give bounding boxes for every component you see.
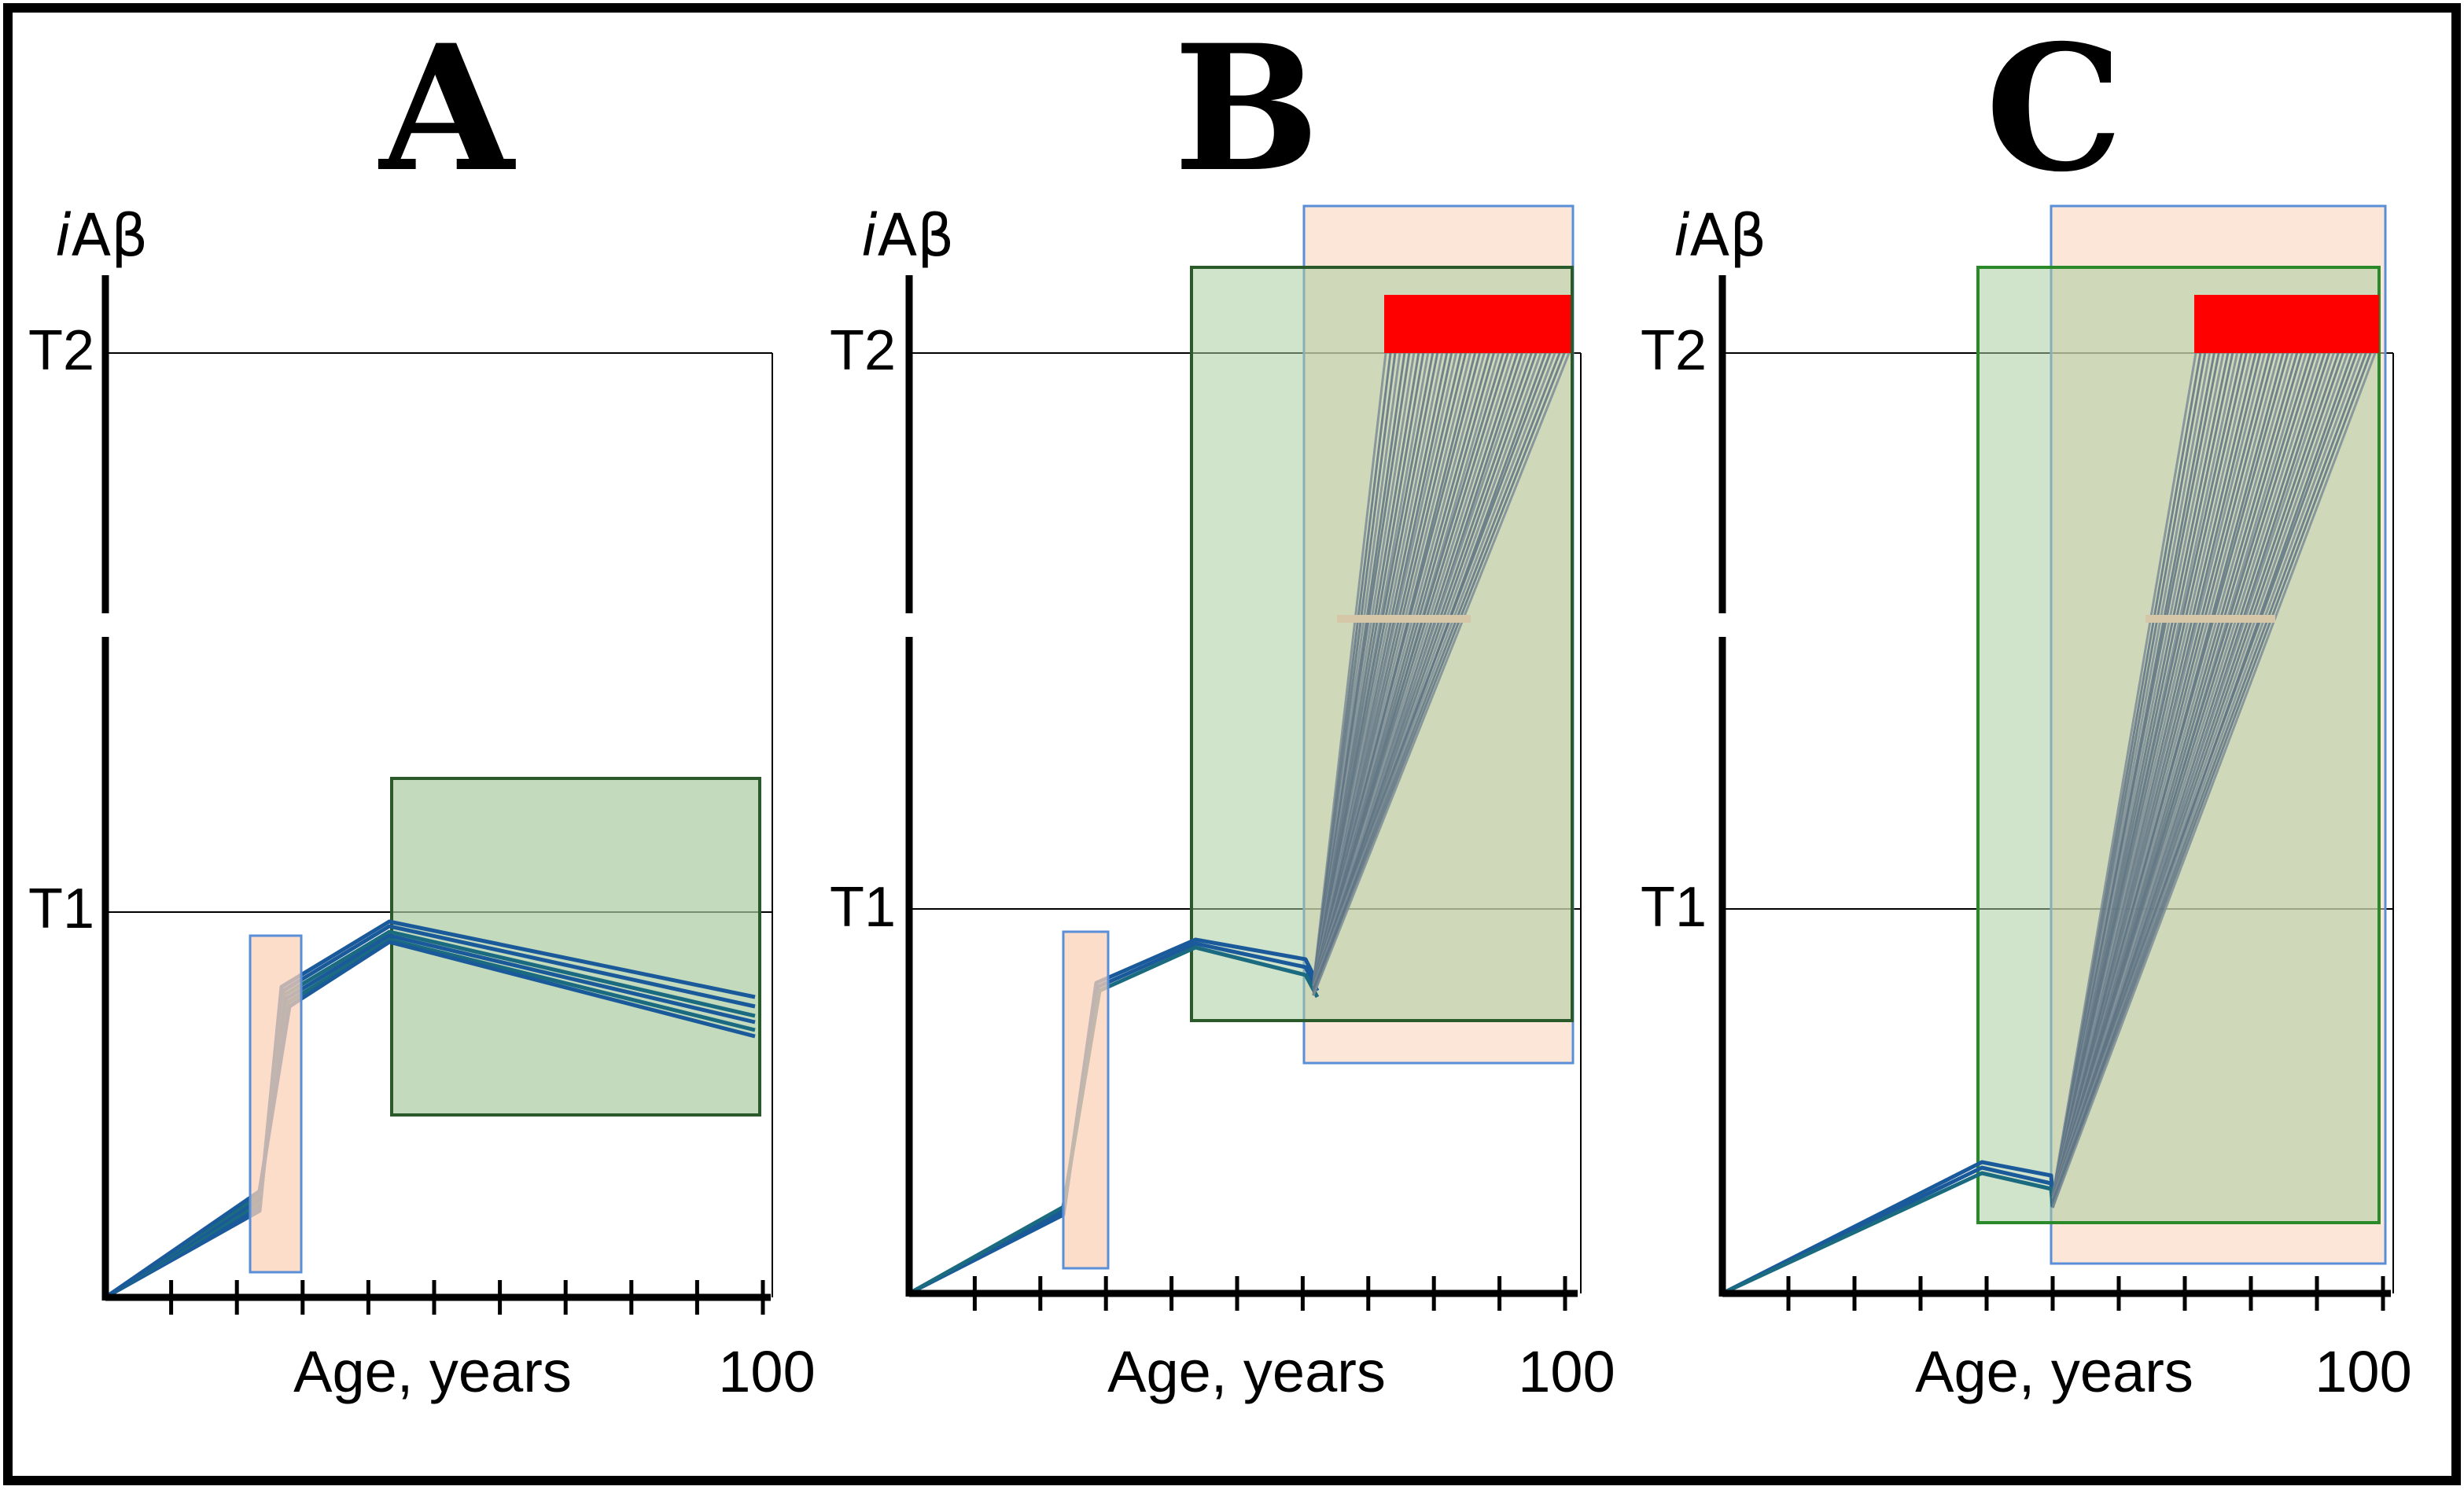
x-ticks-c bbox=[1786, 1276, 2385, 1311]
fan-gap-b bbox=[1337, 615, 1471, 623]
fan-line bbox=[1312, 352, 1505, 984]
fan-line bbox=[2051, 352, 2377, 1209]
t2-label-c: T2 bbox=[1641, 319, 1707, 382]
fan-line bbox=[1312, 352, 1411, 984]
y-label-italic-c: i bbox=[1674, 202, 1690, 270]
fan-line bbox=[1312, 352, 1458, 984]
fan-line bbox=[1312, 352, 1416, 987]
fan-line bbox=[2051, 352, 2335, 1196]
panel-letter-b: B bbox=[1173, 6, 1320, 210]
panel-letter-c: C bbox=[1985, 6, 2123, 210]
y-label-italic-a: i bbox=[55, 202, 72, 270]
fan-line bbox=[1312, 352, 1566, 993]
fan-line bbox=[1312, 352, 1556, 987]
fan-gap-c bbox=[2145, 615, 2275, 623]
fan-line bbox=[2051, 352, 2243, 1196]
x-end-label-b: 100 bbox=[1518, 1339, 1615, 1404]
t1-label-a: T1 bbox=[28, 877, 94, 940]
fan-line bbox=[2051, 352, 2312, 1196]
x-axis-label-a: Age, years bbox=[293, 1339, 572, 1404]
orange-region-a bbox=[249, 934, 303, 1274]
t2-label-a: T2 bbox=[28, 319, 94, 382]
fan-line bbox=[2051, 352, 2202, 1199]
fan-line bbox=[1312, 352, 1463, 987]
fan-line bbox=[1312, 352, 1435, 984]
fan-line bbox=[2051, 352, 2363, 1199]
fan-line bbox=[1312, 352, 1552, 984]
fan-trajectories-b bbox=[1312, 352, 1571, 996]
fan-line bbox=[1312, 352, 1481, 984]
fan-line bbox=[2051, 352, 2317, 1199]
fan-line bbox=[2051, 352, 2271, 1199]
panel-b: B iAβ T2 T1 Age, years 100 bbox=[830, 6, 1615, 1404]
t1-label-c: T1 bbox=[1641, 876, 1707, 939]
x-ticks-b bbox=[972, 1276, 1567, 1311]
orange-region-b-small bbox=[1062, 930, 1110, 1270]
fan-line bbox=[2051, 352, 2267, 1196]
fan-line bbox=[2051, 352, 2359, 1196]
fan-line bbox=[2051, 352, 2294, 1199]
red-bar-c bbox=[2194, 295, 2379, 353]
fan-line bbox=[2051, 352, 2248, 1199]
x-ticks-a bbox=[169, 1280, 765, 1315]
y-axis-label-a: iAβ bbox=[55, 202, 148, 270]
x-end-label-a: 100 bbox=[718, 1339, 815, 1404]
y-label-rest-a: Aβ bbox=[72, 202, 149, 270]
y-axis-label-b: iAβ bbox=[861, 202, 954, 270]
fan-line bbox=[2051, 352, 2372, 1205]
fan-line bbox=[2051, 352, 2197, 1196]
fan-line bbox=[1312, 352, 1420, 990]
fan-line bbox=[1312, 352, 1528, 984]
x-axis-label-c: Age, years bbox=[1915, 1339, 2193, 1404]
fan-line bbox=[1312, 352, 1439, 987]
red-bar-b bbox=[1384, 295, 1571, 353]
fan-line bbox=[2051, 352, 2207, 1202]
fan-line bbox=[2051, 352, 2225, 1199]
fan-line bbox=[1312, 352, 1561, 990]
fan-line bbox=[2051, 352, 2340, 1199]
fan-trajectories-c bbox=[2051, 352, 2377, 1209]
t2-label-b: T2 bbox=[830, 319, 896, 382]
y-label-rest-c: Aβ bbox=[1690, 202, 1767, 270]
trajectories-b bbox=[908, 937, 1320, 1296]
x-end-label-c: 100 bbox=[2315, 1339, 2411, 1404]
fan-line bbox=[1312, 352, 1533, 987]
y-label-italic-b: i bbox=[861, 202, 878, 270]
panel-c: C iAβ T2 T1 Age, years 100 bbox=[1641, 6, 2412, 1404]
y-label-rest-b: Aβ bbox=[878, 202, 955, 270]
fan-line bbox=[1312, 352, 1571, 996]
t1-label-b: T1 bbox=[830, 876, 896, 939]
y-axis-label-c: iAβ bbox=[1674, 202, 1766, 270]
fan-line bbox=[2051, 352, 2220, 1196]
fan-line bbox=[1312, 352, 1509, 987]
fan-line bbox=[2051, 352, 2367, 1202]
fan-line bbox=[2051, 352, 2289, 1196]
panel-a: A iAβ T2 T1 Age, years 100 bbox=[28, 6, 816, 1404]
fan-line bbox=[1312, 352, 1486, 987]
panel-letter-a: A bbox=[378, 6, 517, 210]
x-axis-label-b: Age, years bbox=[1107, 1339, 1386, 1404]
